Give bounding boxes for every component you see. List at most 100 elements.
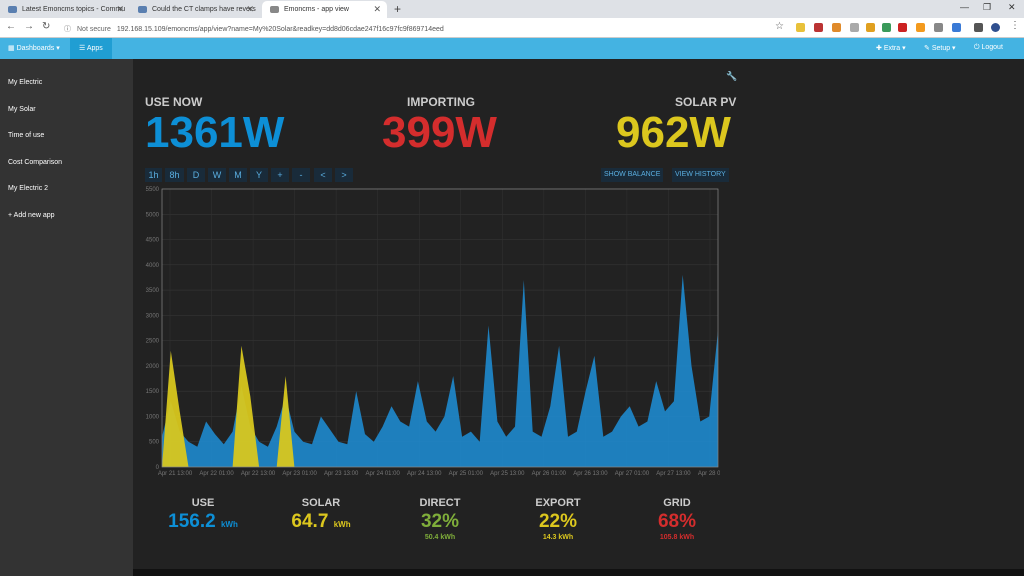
solar-pv-title: SOLAR PV: [675, 95, 737, 109]
menu-icon[interactable]: ⋮: [1010, 20, 1020, 31]
page-favicon-icon: [270, 6, 279, 13]
setup-menu[interactable]: ✎ Setup ▾: [924, 44, 956, 52]
extension-icon[interactable]: [866, 23, 875, 32]
power-chart[interactable]: 0 500 1000 1500 2000 2500 3000 3500 4000 4500 5000…: [140, 183, 720, 478]
sidebar-item-my-solar[interactable]: My Solar: [8, 106, 36, 113]
reload-icon[interactable]: ↻: [42, 21, 51, 32]
stat-use-value: 156.2 kWh: [148, 511, 258, 533]
tab-label: Latest Emoncms topics - Commu: [22, 6, 126, 13]
chart-frame: [161, 188, 719, 468]
sidebar-item-my-electric[interactable]: My Electric: [8, 79, 43, 86]
x-tick-label: Apr 24 01:00: [366, 471, 401, 477]
close-tab-icon[interactable]: ✕: [116, 4, 124, 14]
sidebar-item-time-of-use[interactable]: Time of use: [8, 132, 45, 139]
range-button-month[interactable]: M: [229, 168, 247, 182]
x-tick-label: Apr 23 01:00: [282, 471, 317, 477]
x-tick-label: Apr 26 01:00: [532, 471, 567, 477]
extra-menu[interactable]: ✚ Extra ▾: [876, 44, 906, 52]
stat-direct-title: DIRECT: [419, 497, 461, 509]
logout-button[interactable]: ⏻ Logout: [974, 44, 1003, 52]
forward-icon[interactable]: →: [24, 21, 34, 32]
range-button-year[interactable]: Y: [250, 168, 268, 182]
sidebar-item-cost-comparison[interactable]: Cost Comparison: [8, 159, 63, 166]
close-window-icon[interactable]: ✕: [1008, 2, 1016, 12]
dashboards-label: Dashboards ▾: [16, 45, 60, 52]
stat-use-number: 156.2: [168, 511, 216, 532]
apps-button[interactable]: ☰ Apps: [70, 38, 112, 59]
sidebar-item-my-electric-2[interactable]: My Electric 2: [8, 185, 49, 192]
new-tab-button[interactable]: +: [394, 2, 402, 16]
importing-title: IMPORTING: [407, 95, 475, 109]
minimize-icon[interactable]: —: [960, 2, 969, 12]
x-tick-label: Apr 27 01:00: [615, 471, 650, 477]
browser-tab[interactable]: Latest Emoncms topics - Commu ✕: [0, 1, 130, 18]
x-tick-label: Apr 24 13:00: [407, 471, 442, 477]
pan-left-button[interactable]: <: [314, 168, 332, 182]
list-icon: ☰: [79, 45, 87, 52]
stat-use-unit: kWh: [220, 520, 238, 529]
extension-icon[interactable]: [898, 23, 907, 32]
extension-icon[interactable]: [952, 23, 961, 32]
extension-icon[interactable]: [916, 23, 925, 32]
info-icon[interactable]: ⓘ: [64, 26, 71, 33]
stat-export-kwh: 14.3 kWh: [542, 534, 574, 541]
pan-right-button[interactable]: >: [335, 168, 353, 182]
close-tab-icon[interactable]: ✕: [373, 4, 381, 14]
x-tick-label: Apr 23 13:00: [324, 471, 359, 477]
bookmark-star-icon[interactable]: ☆: [775, 21, 784, 32]
security-status: Not secure: [77, 26, 111, 33]
maximize-icon[interactable]: ❐: [983, 2, 992, 12]
config-wrench-icon[interactable]: 🔧: [726, 71, 738, 81]
x-tick-label: Apr 25 01:00: [449, 471, 484, 477]
extra-label: Extra ▾: [883, 45, 906, 52]
x-tick-label: Apr 26 13:00: [573, 471, 608, 477]
x-tick-label: Apr 22 13:00: [241, 471, 276, 477]
back-icon[interactable]: ←: [6, 21, 16, 32]
extension-icon[interactable]: [882, 23, 891, 32]
extension-icon[interactable]: [814, 23, 823, 32]
y-tick-label: 4000: [146, 263, 160, 269]
y-tick-label: 5500: [146, 187, 160, 193]
sidebar-item-add-new-app[interactable]: + Add new app: [8, 212, 55, 219]
series-area: [162, 274, 718, 467]
tab-label: Emoncms - app view: [284, 6, 349, 13]
stat-grid-value: 68%: [657, 511, 697, 532]
y-tick-label: 0: [156, 465, 160, 471]
browser-toolbar: ← → ↻ ⓘ Not secure 192.168.15.109/emoncms/…: [0, 18, 1024, 38]
tab-label: Could the CT clamps have revers: [152, 6, 256, 13]
url-text: 192.168.15.109/emoncms/app/view?name=My%…: [116, 26, 444, 33]
range-button-1h[interactable]: 1h: [145, 168, 162, 182]
power-icon: ⏻: [974, 44, 982, 51]
extension-icon[interactable]: [832, 23, 841, 32]
y-tick-label: 2500: [146, 339, 160, 345]
range-button-week[interactable]: W: [208, 168, 226, 182]
emoncms-favicon-icon: [8, 6, 17, 13]
browser-tab[interactable]: Could the CT clamps have revers ✕: [130, 1, 260, 18]
browser-tab-active[interactable]: Emoncms - app view ✕: [262, 1, 387, 18]
range-button-8h[interactable]: 8h: [165, 168, 184, 182]
y-tick-label: 3000: [146, 313, 160, 319]
app-topbar: ▦ Dashboards ▾ ☰ Apps ✚ Extra ▾ ✎ Setup …: [0, 38, 1024, 59]
y-tick-label: 3500: [146, 288, 160, 294]
show-balance-button[interactable]: SHOW BALANCE: [601, 168, 664, 182]
extension-icon[interactable]: [796, 23, 805, 32]
stat-solar-value: 64.7 kWh: [266, 511, 376, 533]
extension-icon[interactable]: [934, 23, 943, 32]
logout-label: Logout: [981, 44, 1003, 51]
grid-icon: ▦: [8, 45, 17, 52]
close-tab-icon[interactable]: ✕: [246, 4, 254, 14]
profile-avatar[interactable]: [991, 23, 1000, 32]
zoom-in-button[interactable]: +: [271, 168, 289, 182]
cast-icon[interactable]: [974, 23, 983, 32]
use-now-title: USE NOW: [145, 95, 203, 109]
zoom-out-button[interactable]: -: [292, 168, 310, 182]
stat-export-value: 22%: [538, 511, 578, 532]
y-tick-label: 1000: [146, 414, 160, 420]
extension-icon[interactable]: [850, 23, 859, 32]
solar-pv-value: 962W: [616, 108, 731, 157]
address-bar[interactable]: ⓘ Not secure 192.168.15.109/emoncms/app/vi…: [60, 21, 790, 35]
use-now-value: 1361W: [145, 108, 285, 157]
range-button-day[interactable]: D: [187, 168, 205, 182]
dashboards-menu[interactable]: ▦ Dashboards ▾: [8, 44, 60, 52]
view-history-button[interactable]: VIEW HISTORY: [672, 168, 729, 182]
